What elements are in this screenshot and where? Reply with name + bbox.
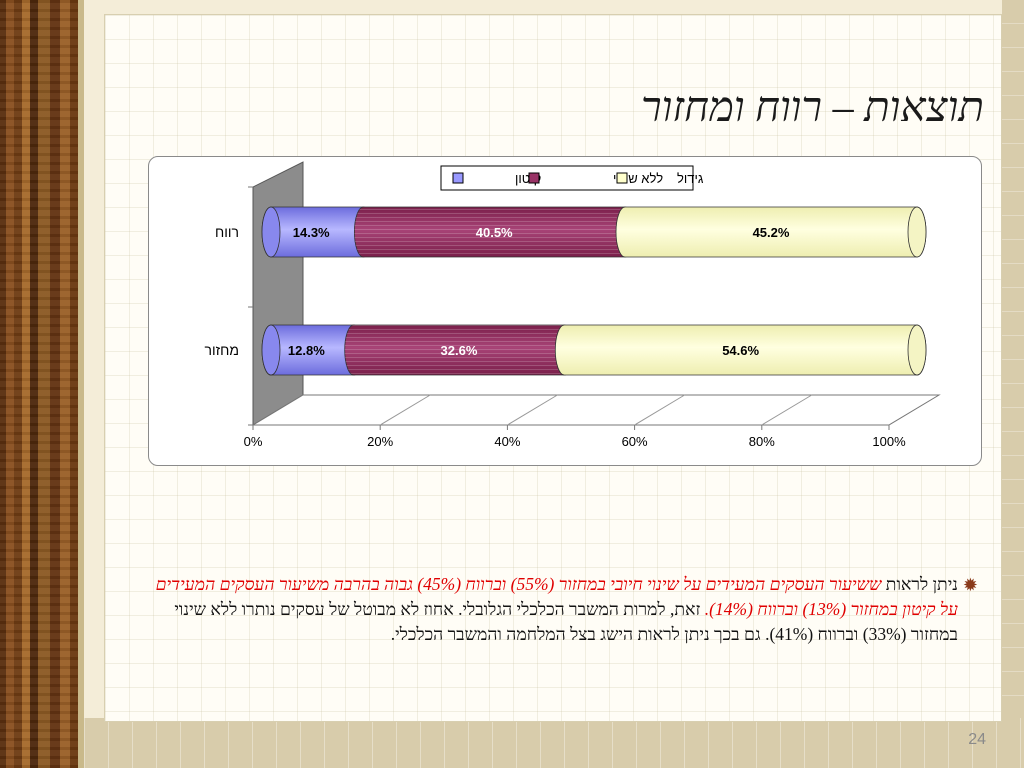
- floor-gridline: [507, 394, 558, 426]
- legend-swatch: [616, 172, 628, 184]
- bar-data-label: 14.3%: [293, 225, 330, 240]
- chart-floor: [251, 394, 941, 426]
- bar-left-cap: [261, 324, 281, 376]
- legend-swatch: [452, 172, 464, 184]
- legend-label: גידול: [677, 171, 704, 186]
- floor-gridline: [761, 394, 813, 426]
- chart-container: 0% 20% 40% 60% 80% 100% קיטון ללא שינוי גידול רוו…: [148, 156, 982, 466]
- bar-data-label: 32.6%: [441, 343, 478, 358]
- chart-side-wall: [252, 161, 304, 426]
- y-category-label: רווח: [215, 224, 239, 240]
- sunburst-bullet-icon: ✹: [962, 575, 978, 595]
- x-tick-label: 0%: [244, 434, 263, 449]
- bar-right-cap: [907, 206, 927, 258]
- paragraph-segment: ששיעור העסקים המעידים על שינוי חיובי במח…: [155, 574, 958, 619]
- bar-segment-texture: [354, 207, 635, 257]
- bar-left-cap: [261, 206, 281, 258]
- paragraph-segment: זאת, למרות המשבר הכלכלי הגלובלי. אחוז לא…: [174, 599, 958, 644]
- legend-swatch: [528, 172, 540, 184]
- slide-title: תוצאות – רווח ומחזור: [641, 85, 984, 131]
- x-tick-label: 100%: [872, 434, 906, 449]
- paragraph-segment: ניתן לראות: [881, 574, 958, 594]
- bottom-border-strip: [84, 718, 1024, 768]
- legend-box: [440, 165, 694, 191]
- right-border-strip: [1002, 0, 1024, 768]
- page-number: 24: [968, 731, 986, 748]
- x-tick-label: 80%: [749, 434, 775, 449]
- bar-data-label: 45.2%: [753, 225, 790, 240]
- x-tick-label: 40%: [494, 434, 520, 449]
- bar-segment-texture: [344, 325, 574, 375]
- bar-data-label: 40.5%: [476, 225, 513, 240]
- floor-gridline: [379, 394, 431, 426]
- y-category-label: מחזור: [205, 342, 239, 358]
- bar-right-cap: [907, 324, 927, 376]
- floor-gridline: [634, 394, 685, 426]
- x-tick-label: 60%: [622, 434, 648, 449]
- bar-data-label: 12.8%: [288, 343, 325, 358]
- bar-data-label: 54.6%: [722, 343, 759, 358]
- body-paragraph: ניתן לראות ששיעור העסקים המעידים על שינו…: [150, 572, 958, 647]
- stacked-bar-chart: 0% 20% 40% 60% 80% 100%קיטון ללא שינוי גידולרוו…: [205, 161, 941, 449]
- wood-border-decoration: [0, 0, 78, 768]
- border-separator: [78, 0, 84, 768]
- x-tick-label: 20%: [367, 434, 393, 449]
